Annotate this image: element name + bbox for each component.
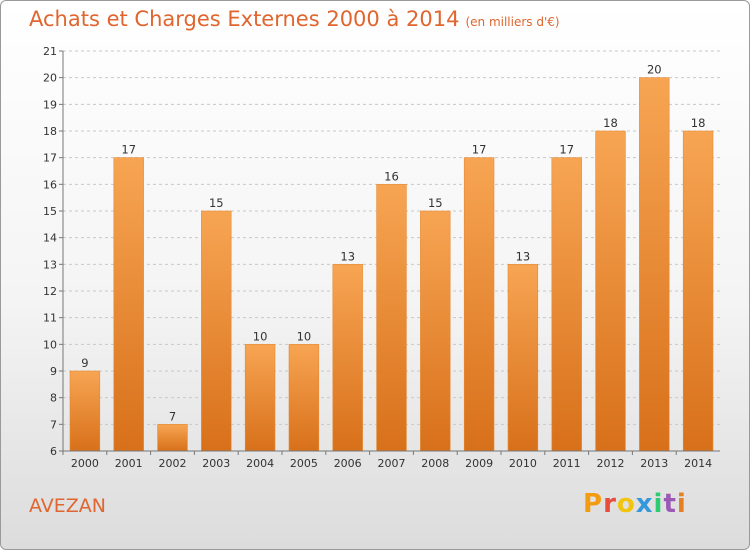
x-tick-label-2008: 2008 (421, 457, 449, 470)
y-tick-label: 19 (43, 98, 57, 111)
logo-letter: i (676, 489, 687, 519)
data-label-2012: 18 (603, 116, 618, 130)
y-tick-label: 10 (43, 338, 57, 351)
y-tick-label: 9 (50, 365, 57, 378)
y-tick-label: 11 (43, 312, 57, 325)
x-tick-label-2011: 2011 (553, 457, 581, 470)
y-tick-label: 7 (50, 418, 57, 431)
commune-name: AVEZAN (29, 495, 107, 517)
x-tick-label-2004: 2004 (246, 457, 274, 470)
x-tick-label-2012: 2012 (597, 457, 625, 470)
bar-2003 (201, 210, 232, 452)
data-label-2002: 7 (169, 409, 176, 423)
data-label-2011: 17 (559, 143, 574, 157)
x-tick-label-2014: 2014 (684, 457, 712, 470)
x-tick-label-2000: 2000 (71, 457, 99, 470)
x-tick-label-2001: 2001 (115, 457, 143, 470)
data-label-2007: 16 (384, 169, 399, 183)
y-tick-label: 15 (43, 205, 57, 218)
data-label-2006: 13 (340, 249, 355, 263)
data-label-2004: 10 (253, 329, 268, 343)
x-tick-label-2002: 2002 (159, 457, 187, 470)
bar-2007 (376, 184, 407, 452)
x-tick-label-2013: 2013 (640, 457, 668, 470)
x-tick-label-2009: 2009 (465, 457, 493, 470)
bar-2008 (420, 210, 451, 452)
y-tick-label: 20 (43, 72, 57, 85)
data-label-2003: 15 (209, 196, 224, 210)
bar-2002 (157, 424, 188, 452)
logo-letter: t (663, 489, 677, 519)
data-label-2008: 15 (428, 196, 443, 210)
y-tick-label: 12 (43, 285, 57, 298)
bars: 9 17 7 15 10 10 13 16 15 17 13 17 18 20 18 (69, 63, 714, 452)
bar-2010 (507, 264, 539, 452)
bar-2014 (682, 130, 714, 452)
proxiti-logo: Proxiti (583, 489, 687, 519)
x-tick-label-2010: 2010 (509, 457, 537, 470)
chart-subtitle: (en milliers d'€) (465, 15, 560, 29)
x-tick-label-2005: 2005 (290, 457, 318, 470)
data-label-2010: 13 (516, 249, 531, 263)
x-tick-label-2007: 2007 (378, 457, 406, 470)
x-tick-label-2003: 2003 (202, 457, 230, 470)
bar-2004 (244, 344, 276, 452)
data-label-2001: 17 (121, 143, 136, 157)
bar-2000 (69, 370, 101, 452)
logo-letter: i (653, 489, 664, 519)
data-label-2009: 17 (472, 143, 487, 157)
bar-2012 (595, 130, 626, 452)
bar-2013 (639, 77, 670, 452)
bar-2005 (288, 344, 320, 452)
y-tick-label: 8 (50, 392, 57, 405)
logo-letter: x (635, 489, 654, 519)
data-label-2000: 9 (81, 356, 88, 370)
y-tick-label: 14 (43, 232, 57, 245)
y-tick-label: 17 (43, 152, 57, 165)
chart-title-text: Achats et Charges Externes 2000 à 2014 (29, 7, 460, 31)
axes: 6 7 8 9 10 11 12 13 14 15 16 17 18 19 20 21 2000 2001 2002… (43, 45, 720, 470)
y-tick-label: 16 (43, 178, 57, 191)
chart-title: Achats et Charges Externes 2000 à 2014 (e… (29, 7, 560, 31)
y-tick-label: 18 (43, 125, 57, 138)
logo-letter: r (603, 489, 617, 519)
x-tick-label-2006: 2006 (334, 457, 362, 470)
bar-2006 (332, 264, 363, 452)
bar-2001 (113, 157, 144, 452)
data-label-2013: 20 (647, 63, 662, 77)
y-tick-label: 21 (43, 45, 57, 58)
bar-2011 (551, 157, 582, 452)
data-label-2014: 18 (691, 116, 706, 130)
data-label-2005: 10 (297, 329, 312, 343)
logo-letter: P (583, 489, 604, 519)
y-tick-label: 13 (43, 258, 57, 271)
y-tick-label: 6 (50, 445, 57, 458)
logo-letter: o (616, 489, 636, 519)
bar-2009 (463, 157, 495, 452)
